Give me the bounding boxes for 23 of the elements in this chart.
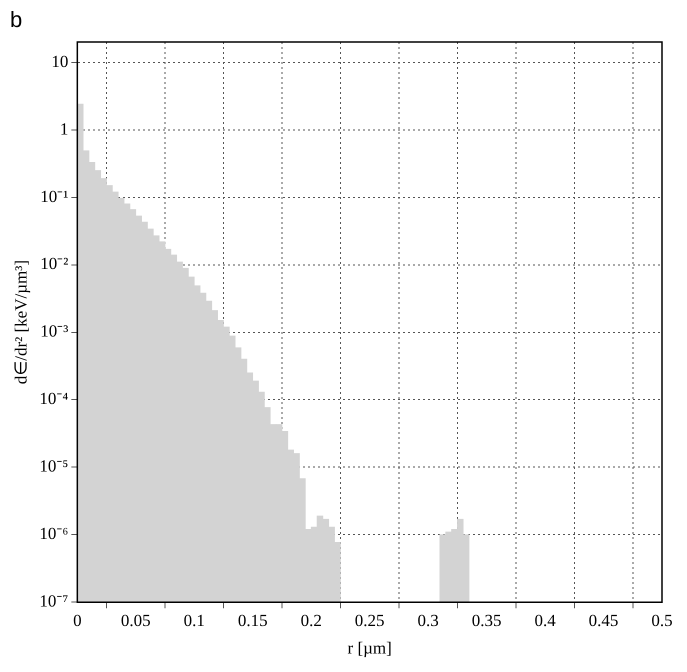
y-tick-label: 10⁻⁴ <box>39 389 68 408</box>
x-tick-label: 0.25 <box>354 610 385 630</box>
y-tick-label: 10⁻² <box>40 254 68 274</box>
y-axis-title: d∈/dr² [keV/µm³] <box>12 260 31 384</box>
y-tick-label: 10⁻¹ <box>40 186 68 206</box>
text: b <box>10 7 22 32</box>
x-tick-label: 0.5 <box>651 610 673 630</box>
x-tick-label: 0.35 <box>472 610 502 630</box>
y-tick-label: 10⁻³ <box>40 322 68 341</box>
x-tick-label: 0.2 <box>300 610 322 630</box>
x-tick-label: 0.4 <box>534 610 556 630</box>
y-tick-label: 10⁻⁵ <box>39 456 68 476</box>
y-tick-label: 1 <box>60 119 68 138</box>
y-tick-label: 10⁻⁶ <box>39 524 68 544</box>
y-tick-label: 10 <box>51 52 68 71</box>
x-tick-label: 0.1 <box>184 610 205 630</box>
x-tick-label: 0 <box>73 610 82 630</box>
x-axis-title: r [µm] <box>348 638 392 658</box>
x-tick-label: 0.45 <box>588 610 618 630</box>
x-tick-label: 0.05 <box>120 610 151 630</box>
x-tick-label: 0.3 <box>418 610 439 630</box>
y-tick-label: 10⁻⁷ <box>39 592 68 611</box>
x-tick-label: 0.15 <box>238 610 268 630</box>
